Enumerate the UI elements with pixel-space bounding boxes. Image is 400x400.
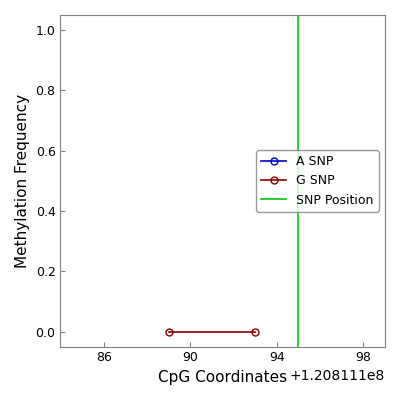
X-axis label: CpG Coordinates: CpG Coordinates [158, 370, 287, 385]
Y-axis label: Methylation Frequency: Methylation Frequency [15, 94, 30, 268]
G SNP [166, 329, 171, 334]
Line: G SNP: G SNP [165, 328, 259, 335]
Legend: A SNP, G SNP, SNP Position: A SNP, G SNP, SNP Position [256, 150, 379, 212]
G SNP [253, 329, 258, 334]
